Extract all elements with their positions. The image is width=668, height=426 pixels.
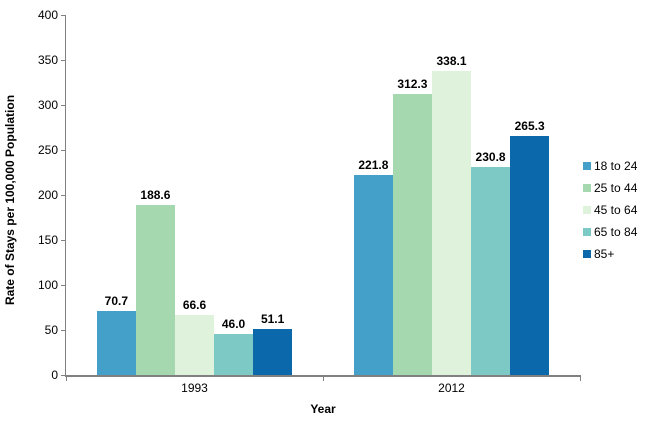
x-axis-title: Year	[310, 402, 336, 416]
legend-label: 45 to 64	[594, 203, 638, 217]
bar-value-label: 312.3	[397, 76, 428, 91]
bar-value-label: 188.6	[140, 188, 171, 203]
legend-label: 85+	[594, 247, 615, 261]
legend-swatch	[583, 228, 591, 236]
bar	[510, 136, 550, 375]
bar-value-label: 51.1	[260, 312, 285, 326]
y-tick-label: 100	[37, 278, 58, 292]
y-tick-label: 350	[37, 53, 58, 67]
x-category-label: 1993	[181, 381, 208, 395]
y-tick-label: 300	[37, 98, 58, 112]
y-axis-line	[65, 15, 66, 375]
y-tick	[61, 15, 66, 16]
bar	[353, 175, 393, 375]
y-tick-label: 250	[37, 143, 58, 157]
bar	[431, 70, 472, 375]
y-tick-label: 50	[44, 323, 58, 337]
legend-swatch	[583, 206, 591, 214]
x-category-label: 2012	[438, 381, 465, 395]
bar	[135, 205, 175, 375]
bar-value-label: 230.8	[475, 150, 506, 165]
y-axis-title: Rate of Stays per 100,000 Population	[3, 94, 17, 306]
y-tick-label: 400	[37, 8, 58, 22]
bar-value-label: 70.7	[104, 294, 129, 309]
bar	[96, 311, 136, 375]
legend-item: 45 to 64	[583, 203, 637, 217]
bar	[214, 333, 254, 375]
x-axis-line	[65, 375, 581, 377]
bar	[392, 93, 432, 375]
bar	[174, 315, 215, 375]
bar-value-label: 46.0	[221, 316, 246, 331]
legend-item: 65 to 84	[583, 225, 637, 239]
y-tick-label: 200	[37, 188, 58, 202]
legend-swatch	[583, 250, 591, 258]
y-tick	[61, 60, 66, 61]
y-tick	[61, 240, 66, 241]
bar-value-label: 221.8	[358, 158, 389, 173]
y-tick	[61, 150, 66, 151]
y-tick-label: 150	[37, 233, 58, 247]
x-tick	[66, 377, 67, 381]
x-tick	[323, 377, 324, 381]
bar-value-label: 265.3	[514, 119, 545, 134]
bar-value-label: 66.6	[182, 298, 207, 313]
legend-item: 18 to 24	[583, 159, 637, 173]
y-tick	[61, 285, 66, 286]
legend: 18 to 24 25 to 44 45 to 64 65 to 84 85+	[583, 159, 637, 269]
y-tick	[61, 375, 66, 376]
bar	[253, 329, 293, 375]
y-tick	[61, 105, 66, 106]
y-tick	[61, 330, 66, 331]
legend-swatch	[583, 162, 591, 170]
legend-item: 25 to 44	[583, 181, 637, 195]
bar	[471, 167, 511, 375]
legend-label: 18 to 24	[594, 159, 638, 173]
bar-value-label: 338.1	[436, 53, 467, 68]
y-tick	[61, 195, 66, 196]
y-tick-label: 0	[51, 368, 58, 382]
legend-swatch	[583, 184, 591, 192]
legend-label: 25 to 44	[594, 181, 638, 195]
x-tick	[580, 377, 581, 381]
legend-label: 65 to 84	[594, 225, 638, 239]
legend-item: 85+	[583, 247, 637, 261]
